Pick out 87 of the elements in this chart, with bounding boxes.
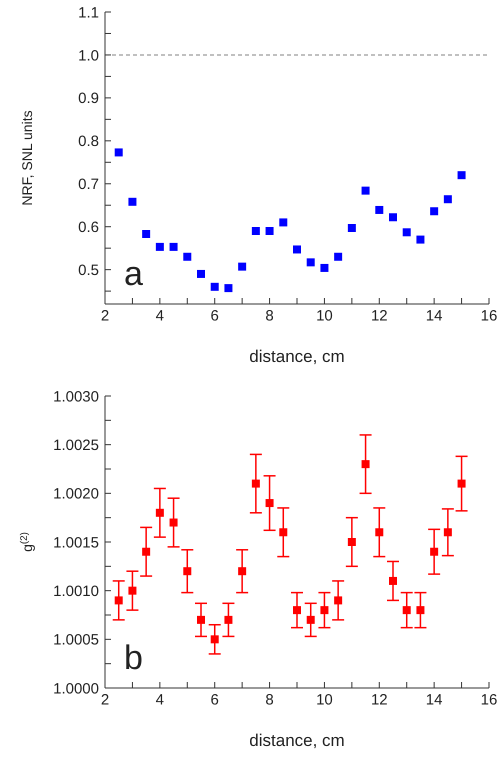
point <box>416 236 424 244</box>
y-tick-label: 0.9 <box>78 90 99 108</box>
x-tick-label: 6 <box>210 692 219 709</box>
point <box>114 596 123 604</box>
x-tick-label: 14 <box>426 308 442 325</box>
point <box>279 528 288 536</box>
x-axis-title: distance, cm <box>249 731 345 750</box>
point <box>458 480 466 488</box>
x-tick-label: 10 <box>316 308 333 325</box>
annotation: a <box>124 255 143 294</box>
point <box>238 262 246 271</box>
y-tick-label: 0.8 <box>78 133 99 150</box>
y-tick-label: 1.0000 <box>53 680 99 698</box>
point <box>128 198 136 206</box>
point <box>293 606 301 614</box>
point <box>252 480 260 488</box>
x-tick-label: 10 <box>316 692 333 709</box>
point <box>252 227 260 235</box>
y-tick-label: 1.0005 <box>53 632 99 649</box>
point <box>416 606 424 614</box>
point <box>210 282 219 291</box>
point <box>389 576 397 585</box>
point <box>266 499 274 508</box>
point <box>142 548 150 556</box>
point <box>197 616 205 624</box>
y-tick-label: 1.0015 <box>53 534 99 552</box>
x-axis-title: distance, cm <box>249 347 345 366</box>
point <box>156 242 164 251</box>
x-tick-label: 16 <box>480 692 498 709</box>
y-tick-label: 1.0025 <box>53 436 99 454</box>
y-tick-label: 1.0010 <box>53 582 99 600</box>
x-tick-label: 2 <box>100 308 110 325</box>
point <box>430 207 438 216</box>
x-tick-label: 12 <box>370 308 388 325</box>
point <box>348 224 356 232</box>
y-tick-label: 0.5 <box>78 262 99 279</box>
point <box>320 264 328 272</box>
point <box>306 616 315 624</box>
point <box>293 245 301 254</box>
point <box>142 230 150 238</box>
point <box>320 606 328 614</box>
point <box>128 586 136 595</box>
point <box>444 528 452 536</box>
point <box>444 195 452 204</box>
point <box>402 606 411 614</box>
x-tick-label: 2 <box>100 692 110 709</box>
point <box>238 567 246 576</box>
point <box>362 186 370 195</box>
y-axis-title: NRF, SNL units <box>19 110 35 206</box>
point <box>334 252 342 261</box>
point <box>183 567 192 576</box>
point <box>210 635 219 644</box>
x-tick-label: 14 <box>426 692 442 709</box>
point <box>334 596 342 604</box>
point <box>375 528 384 536</box>
point <box>402 228 411 236</box>
annotation: b <box>124 639 143 678</box>
y-tick-label: 1.1 <box>78 4 99 22</box>
x-tick-label: 8 <box>265 308 274 325</box>
point <box>362 460 370 468</box>
point <box>266 227 274 235</box>
point <box>375 206 384 214</box>
point <box>224 284 232 292</box>
y-tick-label: 1.0 <box>78 47 99 64</box>
x-tick-label: 16 <box>480 308 498 325</box>
point <box>306 258 315 266</box>
point <box>458 171 466 180</box>
point <box>224 616 232 624</box>
y-tick-label: 1.0020 <box>53 486 99 503</box>
x-tick-label: 8 <box>265 692 274 709</box>
point <box>430 548 438 556</box>
point <box>389 213 397 222</box>
x-tick-label: 4 <box>156 308 164 325</box>
x-tick-label: 12 <box>370 692 388 709</box>
y-tick-label: 1.0030 <box>53 388 99 406</box>
point <box>156 508 164 517</box>
y-tick-label: 0.7 <box>78 176 99 194</box>
point <box>183 252 192 261</box>
x-tick-label: 4 <box>156 692 164 709</box>
point <box>170 242 178 251</box>
y-tick-label: 0.6 <box>78 219 99 236</box>
point <box>348 538 356 546</box>
point <box>279 218 288 226</box>
x-tick-label: 6 <box>210 308 219 325</box>
point <box>170 518 178 527</box>
point <box>197 270 205 278</box>
point <box>114 148 123 156</box>
